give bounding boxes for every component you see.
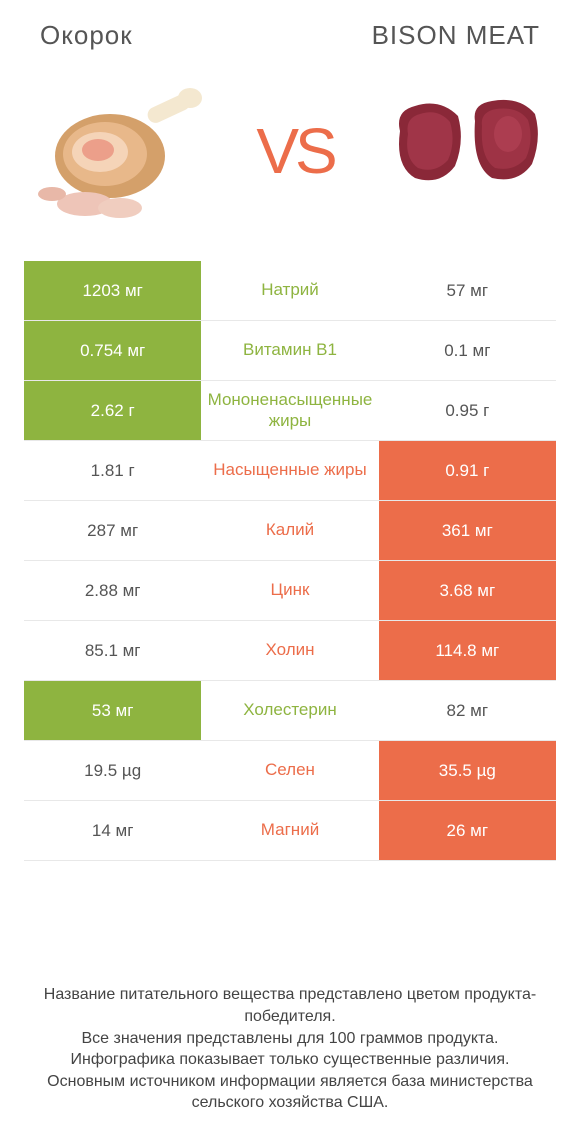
right-value: 0.91 г <box>379 441 556 500</box>
table-row: 53 мгХолестерин82 мг <box>24 681 556 741</box>
right-value: 361 мг <box>379 501 556 560</box>
footer-notes: Название питательного вещества представл… <box>0 984 580 1114</box>
table-row: 2.62 гМононенасыщенные жиры0.95 г <box>24 381 556 441</box>
right-value: 82 мг <box>379 681 556 740</box>
right-product-image <box>380 86 550 216</box>
right-value: 114.8 мг <box>379 621 556 680</box>
right-value: 57 мг <box>379 261 556 320</box>
nutrient-label: Насыщенные жиры <box>201 441 378 500</box>
left-value: 85.1 мг <box>24 621 201 680</box>
nutrient-label: Магний <box>201 801 378 860</box>
footer-line: Название питательного вещества представл… <box>28 984 552 1027</box>
nutrient-label: Натрий <box>201 261 378 320</box>
left-value: 2.88 мг <box>24 561 201 620</box>
right-value: 3.68 мг <box>379 561 556 620</box>
nutrient-label: Холин <box>201 621 378 680</box>
table-row: 19.5 µgСелен35.5 µg <box>24 741 556 801</box>
left-value: 287 мг <box>24 501 201 560</box>
table-row: 85.1 мгХолин114.8 мг <box>24 621 556 681</box>
right-value: 0.95 г <box>379 381 556 440</box>
nutrient-label: Витамин B1 <box>201 321 378 380</box>
right-value: 26 мг <box>379 801 556 860</box>
left-product-image <box>30 76 210 226</box>
footer-line: Инфографика показывает только существенн… <box>28 1049 552 1071</box>
left-value: 19.5 µg <box>24 741 201 800</box>
footer-line: Основным источником информации является … <box>28 1071 552 1114</box>
left-value: 1.81 г <box>24 441 201 500</box>
right-value: 0.1 мг <box>379 321 556 380</box>
table-row: 1.81 гНасыщенные жиры0.91 г <box>24 441 556 501</box>
comparison-table: 1203 мгНатрий57 мг0.754 мгВитамин B10.1 … <box>0 261 580 861</box>
left-value: 1203 мг <box>24 261 201 320</box>
table-row: 1203 мгНатрий57 мг <box>24 261 556 321</box>
nutrient-label: Цинк <box>201 561 378 620</box>
nutrient-label: Селен <box>201 741 378 800</box>
vs-label: VS <box>256 114 333 188</box>
table-row: 2.88 мгЦинк3.68 мг <box>24 561 556 621</box>
left-product-title: Окорок <box>40 20 133 51</box>
nutrient-label: Мононенасыщенные жиры <box>201 381 378 440</box>
nutrient-label: Холестерин <box>201 681 378 740</box>
left-value: 53 мг <box>24 681 201 740</box>
nutrient-label: Калий <box>201 501 378 560</box>
table-row: 287 мгКалий361 мг <box>24 501 556 561</box>
right-value: 35.5 µg <box>379 741 556 800</box>
right-product-title: BISON MEAT <box>372 20 540 51</box>
left-value: 14 мг <box>24 801 201 860</box>
left-value: 0.754 мг <box>24 321 201 380</box>
table-row: 14 мгМагний26 мг <box>24 801 556 861</box>
left-value: 2.62 г <box>24 381 201 440</box>
table-row: 0.754 мгВитамин B10.1 мг <box>24 321 556 381</box>
header: Окорок BISON MEAT <box>0 0 580 61</box>
footer-line: Все значения представлены для 100 граммо… <box>28 1028 552 1050</box>
product-images-row: VS <box>0 61 580 261</box>
